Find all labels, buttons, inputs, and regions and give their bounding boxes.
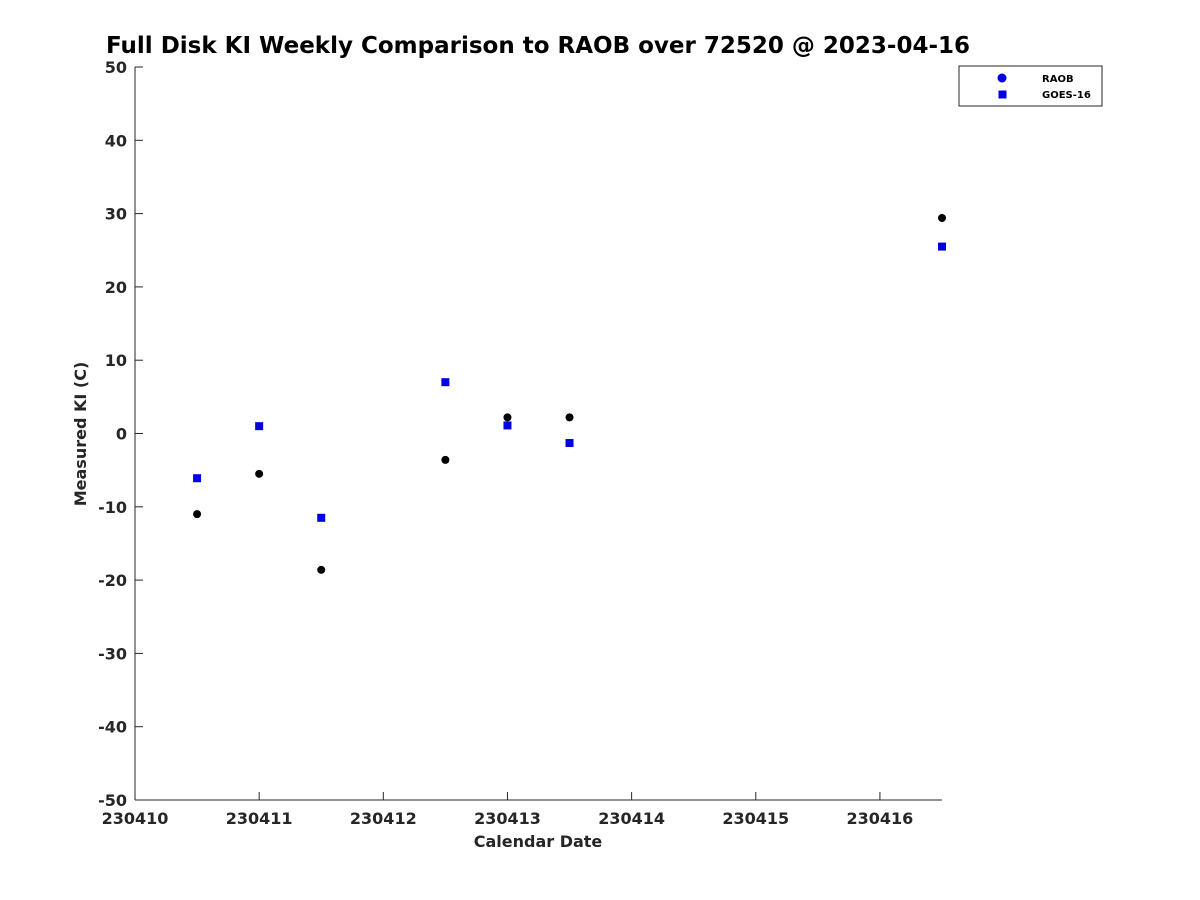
y-tick-label: -40	[98, 718, 127, 737]
x-tick-label: 230414	[598, 809, 665, 828]
y-tick-label: -10	[98, 498, 127, 517]
y-tick-label: 40	[105, 131, 127, 150]
y-tick-label: -20	[98, 571, 127, 590]
point-raob	[317, 565, 326, 574]
chart-title: Full Disk KI Weekly Comparison to RAOB o…	[106, 33, 970, 59]
y-tick-label: 20	[105, 278, 127, 297]
point-raob	[503, 413, 512, 422]
y-tick-label: -50	[98, 791, 127, 810]
point-goes16	[938, 242, 946, 251]
x-tick-label: 230411	[226, 809, 293, 828]
x-tick-label: 230416	[847, 809, 914, 828]
x-axis-label: Calendar Date	[474, 832, 603, 851]
point-raob	[255, 469, 264, 478]
data-points	[193, 213, 946, 574]
legend-box	[958, 65, 1103, 107]
axes	[134, 67, 942, 801]
point-goes16	[317, 513, 326, 522]
y-tick-label: 30	[105, 205, 127, 224]
point-raob	[193, 510, 202, 519]
x-tick-label: 230412	[350, 809, 417, 828]
x-ticks: 230410 230411 230412 230413 230414 230415 2304…	[102, 792, 914, 828]
x-tick-label: 230415	[722, 809, 789, 828]
point-raob	[938, 213, 946, 222]
y-ticks: -50 -40 -30 -20 -10 0 10 20 30 40 50	[98, 58, 143, 810]
x-tick-label: 230410	[102, 809, 169, 828]
y-tick-label: -30	[98, 644, 127, 663]
x-tick-label: 230413	[474, 809, 541, 828]
y-tick-label: 50	[105, 58, 127, 77]
point-goes16	[565, 439, 574, 448]
y-tick-label: 0	[116, 425, 127, 444]
point-raob	[441, 455, 450, 464]
point-goes16	[255, 422, 264, 431]
legend: RAOB GOES-16	[958, 65, 1103, 107]
point-raob	[565, 413, 574, 422]
legend-marker-goes16	[998, 90, 1007, 99]
point-goes16	[503, 421, 512, 430]
y-axis-label: Measured KI (C)	[71, 362, 90, 507]
point-goes16	[193, 474, 202, 483]
legend-label-goes16: GOES-16	[1042, 90, 1091, 101]
legend-marker-raob	[997, 73, 1007, 83]
legend-label-raob: RAOB	[1042, 74, 1074, 85]
point-goes16	[441, 378, 450, 387]
y-tick-label: 10	[105, 351, 127, 370]
